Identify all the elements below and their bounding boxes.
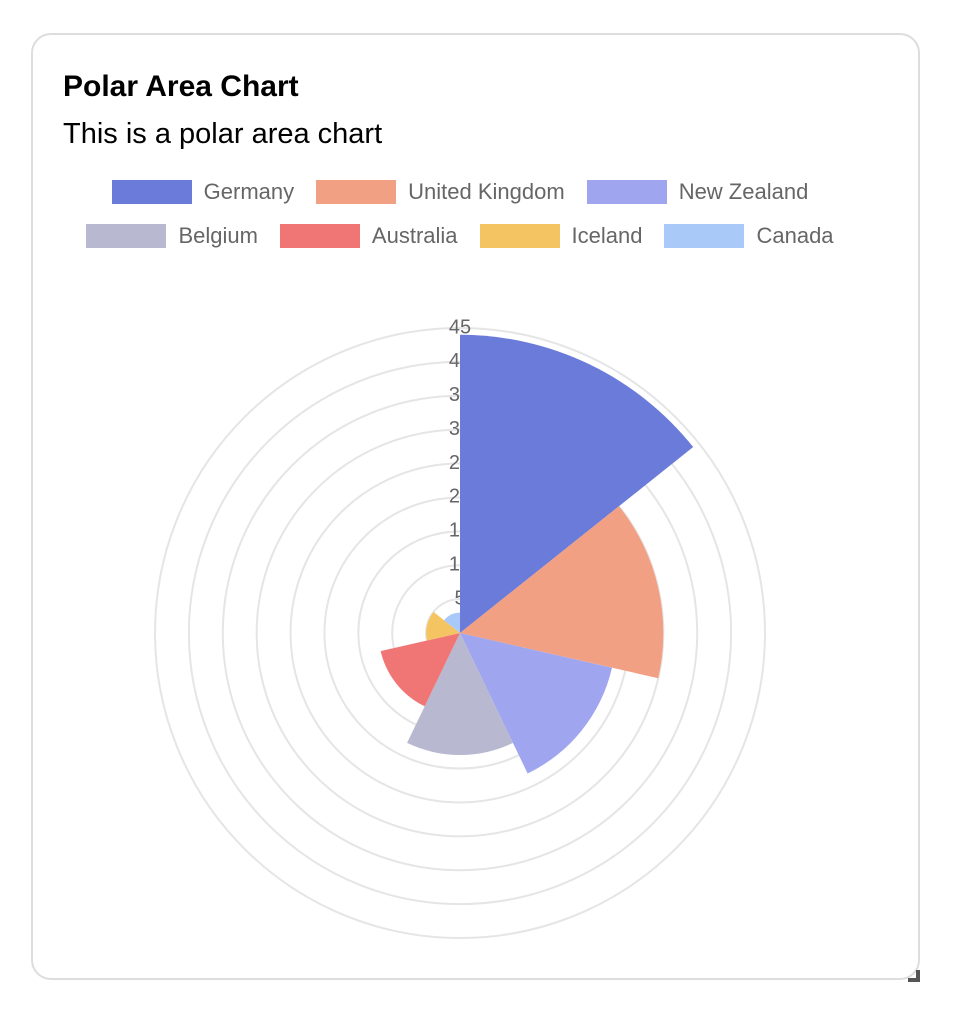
legend-label: Belgium <box>178 223 258 248</box>
legend: Germany United Kingdom New Zealand Belgium A… <box>70 178 850 250</box>
legend-item[interactable]: Australia <box>279 222 458 250</box>
legend-label: Germany <box>203 179 295 204</box>
grid-ring <box>154 327 766 939</box>
legend-label: Australia <box>371 223 458 248</box>
wedge <box>426 611 460 641</box>
y-tick-label: 45 <box>449 316 471 338</box>
legend-label: Canada <box>756 223 834 248</box>
legend-swatch <box>479 224 560 248</box>
wedge <box>460 506 664 679</box>
wedge <box>407 633 513 755</box>
wedge <box>460 633 612 774</box>
legend-label: United Kingdom <box>408 179 565 204</box>
legend-item[interactable]: Germany <box>111 178 295 206</box>
wedge <box>460 334 694 633</box>
legend-item[interactable]: Belgium <box>86 222 258 250</box>
legend-item[interactable]: Canada <box>664 222 834 250</box>
legend-swatch <box>86 224 167 248</box>
chart-subtitle: This is a polar area chart <box>63 118 383 150</box>
wedge <box>444 612 460 633</box>
legend-item[interactable]: New Zealand <box>586 178 809 206</box>
legend-label: New Zealand <box>678 179 809 204</box>
legend-swatch <box>664 224 745 248</box>
legend-item[interactable]: United Kingdom <box>316 178 565 206</box>
resize-handle[interactable] <box>908 970 920 982</box>
chart-title: Polar Area Chart <box>63 70 299 103</box>
legend-item[interactable]: Iceland <box>479 222 643 250</box>
legend-swatch <box>111 180 192 204</box>
legend-swatch <box>316 180 397 204</box>
legend-swatch <box>586 180 667 204</box>
legend-label: Iceland <box>571 223 643 248</box>
card <box>31 33 920 980</box>
legend-swatch <box>279 224 360 248</box>
wedge <box>380 633 460 707</box>
